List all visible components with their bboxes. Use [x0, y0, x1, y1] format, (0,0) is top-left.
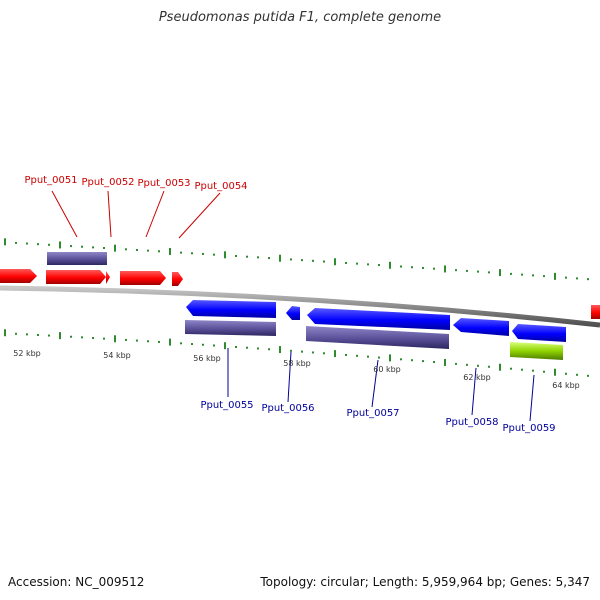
gene-label-pput-0056[interactable]: Pput_0056	[261, 403, 314, 414]
gene-label-pput-0057[interactable]: Pput_0057	[346, 408, 399, 419]
rna-bar[interactable]	[510, 342, 563, 360]
reverse-leader-lines	[227, 348, 535, 422]
reverse-cds-bar[interactable]	[185, 320, 276, 336]
tick-marks-bottom	[4, 329, 589, 377]
gene-label-pput-0052[interactable]: Pput_0052	[81, 177, 134, 188]
ruler-label: 56 kbp	[193, 354, 221, 363]
reverse-gene-arrow[interactable]	[186, 300, 276, 318]
reverse-gene-arrow[interactable]	[286, 306, 300, 320]
ruler-label: 58 kbp	[283, 359, 311, 368]
map-title: Pseudomonas putida F1, complete genome	[158, 10, 442, 25]
forward-gene-arrow[interactable]	[591, 305, 600, 319]
tick-marks-top	[4, 238, 589, 281]
forward-gene-arrow[interactable]	[120, 271, 166, 285]
forward-gene-arrow[interactable]	[0, 269, 37, 283]
gene-label-pput-0053[interactable]: Pput_0053	[137, 178, 190, 189]
genome-backbone	[0, 285, 600, 328]
forward-leader-lines	[51, 190, 221, 239]
gene-label-pput-0058[interactable]: Pput_0058	[445, 417, 498, 428]
forward-gene-arrow[interactable]	[172, 272, 183, 286]
gene-label-pput-0054[interactable]: Pput_0054	[194, 181, 247, 192]
genome-summary-text: Topology: circular; Length: 5,959,964 bp…	[260, 575, 590, 589]
gene-label-pput-0051[interactable]: Pput_0051	[24, 175, 77, 186]
reverse-gene-arrow[interactable]	[307, 308, 450, 330]
reverse-gene-arrow[interactable]	[453, 318, 509, 336]
reverse-gene-arrow[interactable]	[512, 324, 566, 342]
forward-gene-arrow[interactable]	[46, 270, 106, 284]
gene-label-pput-0059[interactable]: Pput_0059	[502, 423, 555, 434]
gene-label-pput-0055[interactable]: Pput_0055	[200, 400, 253, 411]
ruler-label: 60 kbp	[373, 365, 401, 374]
forward-cds-bar[interactable]	[47, 252, 107, 265]
reverse-cds-bar[interactable]	[306, 326, 449, 349]
accession-text: Accession: NC_009512	[8, 575, 145, 589]
ruler-label: 62 kbp	[463, 373, 491, 382]
ruler-label: 54 kbp	[103, 351, 131, 360]
ruler-label: 64 kbp	[552, 381, 580, 390]
forward-gene-arrow[interactable]	[106, 271, 110, 284]
ruler-label: 52 kbp	[13, 349, 41, 358]
